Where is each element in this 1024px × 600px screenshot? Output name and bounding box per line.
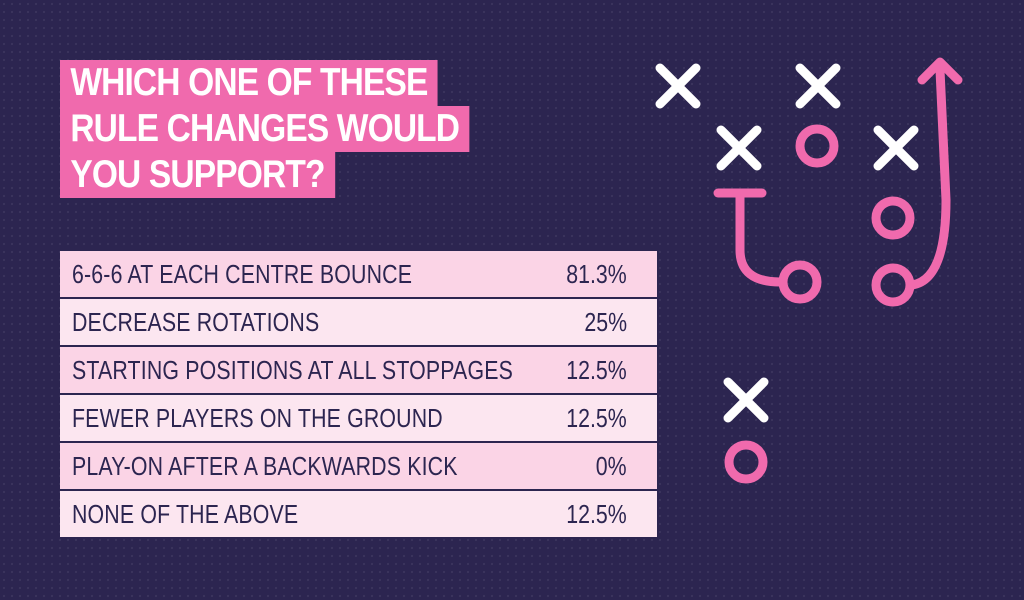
result-value: 12.5%	[566, 403, 627, 433]
x-mark-icon	[655, 63, 701, 109]
result-label: STARTING POSITIONS AT ALL STOPPAGES	[72, 355, 513, 385]
result-value: 81.3%	[566, 259, 627, 289]
x-mark-icon	[723, 377, 769, 423]
block-route-icon	[713, 188, 785, 287]
result-value: 25%	[584, 307, 627, 337]
x-mark-icon	[716, 125, 762, 171]
o-mark-icon	[871, 263, 915, 307]
o-mark-icon	[778, 260, 822, 304]
x-mark-icon	[795, 63, 841, 109]
o-mark-icon	[724, 440, 768, 484]
result-row: STARTING POSITIONS AT ALL STOPPAGES 12.5%	[60, 347, 657, 393]
result-row: FEWER PLAYERS ON THE GROUND 12.5%	[60, 395, 657, 441]
result-row: 6-6-6 AT EACH CENTRE BOUNCE 81.3%	[60, 251, 657, 297]
result-label: 6-6-6 AT EACH CENTRE BOUNCE	[72, 259, 413, 289]
result-row: PLAY-ON AFTER A BACKWARDS KICK 0%	[60, 443, 657, 489]
results-table: 6-6-6 AT EACH CENTRE BOUNCE 81.3% DECREASE…	[60, 251, 657, 539]
result-value: 12.5%	[566, 499, 627, 529]
result-value: 12.5%	[566, 355, 627, 385]
curved-arrow-icon	[907, 57, 963, 290]
o-mark-icon	[871, 196, 915, 240]
result-value: 0%	[596, 451, 627, 481]
title-line-2: RULE CHANGES WOULD	[60, 106, 470, 152]
result-label: NONE OF THE ABOVE	[72, 499, 299, 529]
result-row: DECREASE ROTATIONS 25%	[60, 299, 657, 345]
o-mark-icon	[795, 124, 839, 168]
title-line-1: WHICH ONE OF THESE	[60, 60, 438, 106]
result-label: PLAY-ON AFTER A BACKWARDS KICK	[72, 451, 458, 481]
x-mark-icon	[873, 125, 919, 171]
title-line-3: YOU SUPPORT?	[60, 152, 335, 198]
result-label: DECREASE ROTATIONS	[72, 307, 320, 337]
result-row: NONE OF THE ABOVE 12.5%	[60, 491, 657, 537]
page-title: WHICH ONE OF THESE RULE CHANGES WOULD YO…	[60, 60, 480, 198]
result-label: FEWER PLAYERS ON THE GROUND	[72, 403, 443, 433]
